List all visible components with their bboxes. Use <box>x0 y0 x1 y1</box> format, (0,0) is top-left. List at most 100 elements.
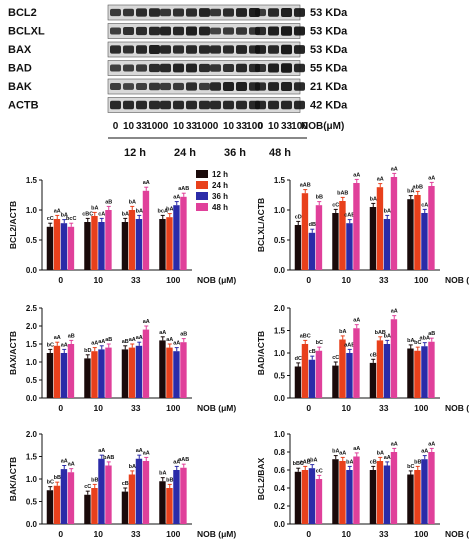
blot-band <box>281 100 292 110</box>
bar <box>60 353 68 398</box>
x-tick-label: 100 <box>166 275 180 285</box>
bar <box>60 469 68 524</box>
data-label: cA <box>421 202 428 208</box>
bar <box>46 353 54 398</box>
legend-swatch <box>196 170 208 178</box>
data-label: cC <box>316 468 323 474</box>
x-tick-label: 100 <box>166 403 180 413</box>
y-tick-label: 0.2 <box>274 502 286 511</box>
data-label: aB <box>68 333 75 339</box>
bar <box>369 207 377 270</box>
y-tick-label: 0.5 <box>26 236 38 245</box>
bar <box>383 219 391 270</box>
blot-band <box>199 63 210 73</box>
data-label: bB <box>166 477 173 483</box>
data-label: abB <box>413 184 423 190</box>
blot-band <box>160 63 171 73</box>
blot-kda-label: 53 KDa <box>310 7 348 19</box>
y-tick-label: 0.5 <box>274 236 286 245</box>
blot-band <box>223 64 234 72</box>
bar <box>53 345 61 398</box>
y-tick-label: 1.0 <box>274 430 286 439</box>
x-tick-label: 33 <box>131 275 141 285</box>
data-label: aAB <box>178 186 189 192</box>
bar <box>376 340 384 398</box>
data-label: aA <box>61 342 68 348</box>
data-label: bA <box>407 189 414 195</box>
blot-band <box>236 27 247 35</box>
legend-label: 24 h <box>212 181 228 190</box>
bar <box>98 222 105 270</box>
blot-band <box>236 81 247 92</box>
y-axis-label: BAX/ACTB <box>8 331 18 375</box>
blot-kda-label: 42 KDa <box>310 100 348 112</box>
blot-lane-label: 33 <box>136 121 148 132</box>
bar <box>135 345 143 398</box>
blot-band <box>210 45 221 54</box>
bar <box>128 474 136 524</box>
blot-band <box>136 26 147 36</box>
blot-band <box>173 45 184 54</box>
data-label: aB <box>180 332 187 338</box>
blot-band <box>123 27 134 35</box>
x-tick-label: 0 <box>306 529 311 539</box>
data-label: bA <box>61 213 68 219</box>
y-tick-label: 0.8 <box>274 448 286 457</box>
x-tick-label: 10 <box>342 529 352 539</box>
blot-band <box>281 26 292 36</box>
data-label: aA <box>421 449 428 455</box>
x-tick-label: 0 <box>306 403 311 413</box>
bar <box>91 216 98 270</box>
bar <box>315 350 323 398</box>
blot-row-label: BAX <box>8 44 32 56</box>
y-tick-label: 2.0 <box>26 430 38 439</box>
bar <box>421 213 428 270</box>
y-tick-label: 1.0 <box>26 475 38 484</box>
y-tick-label: 1.0 <box>274 349 286 358</box>
y-tick-label: 2.0 <box>26 322 38 331</box>
blot-row-label: BAK <box>8 81 32 93</box>
bar <box>390 177 398 270</box>
data-label: cB <box>370 459 377 465</box>
bar <box>159 340 166 398</box>
x-tick-label: 33 <box>131 529 141 539</box>
y-tick-label: 0.0 <box>274 266 286 275</box>
bar <box>180 467 187 524</box>
y-tick-label: 0.0 <box>274 394 286 403</box>
blot-band <box>186 100 197 110</box>
blot-band <box>236 100 247 110</box>
data-label: aA <box>54 335 61 341</box>
blot-band <box>149 63 160 73</box>
data-label: aA <box>129 337 136 343</box>
blot-band <box>210 82 221 91</box>
data-label: cAB <box>344 213 355 219</box>
bar <box>369 362 377 398</box>
data-label: aA <box>353 172 360 178</box>
data-label: aA <box>143 450 150 456</box>
blot-lane-label: 10 <box>173 121 185 132</box>
data-label: bC <box>47 480 54 486</box>
blot-kda-label: 53 KDa <box>310 26 348 38</box>
blot-band <box>255 8 266 17</box>
data-label: aA <box>61 459 68 465</box>
blot-row-label: BCL2 <box>8 7 37 19</box>
bar <box>105 210 112 270</box>
x-axis-label: NOB (μM) <box>197 529 236 539</box>
data-label: bA <box>384 333 391 339</box>
blot-band <box>199 45 210 54</box>
bar <box>407 348 414 398</box>
bar <box>294 366 302 398</box>
blot-lane-label: 33 <box>281 121 293 132</box>
data-label: aA <box>68 462 75 468</box>
blot-time-label: 12 h <box>124 147 146 159</box>
blot-band <box>236 8 247 17</box>
blot-lane-label: 33 <box>236 121 248 132</box>
y-tick-label: 2.0 <box>274 304 286 313</box>
blot-band <box>236 45 247 54</box>
x-tick-label: 0 <box>58 403 63 413</box>
data-label: aA <box>428 175 435 181</box>
blot-band <box>186 82 197 91</box>
x-tick-label: 100 <box>414 275 428 285</box>
y-tick-label: 1.5 <box>274 327 286 336</box>
